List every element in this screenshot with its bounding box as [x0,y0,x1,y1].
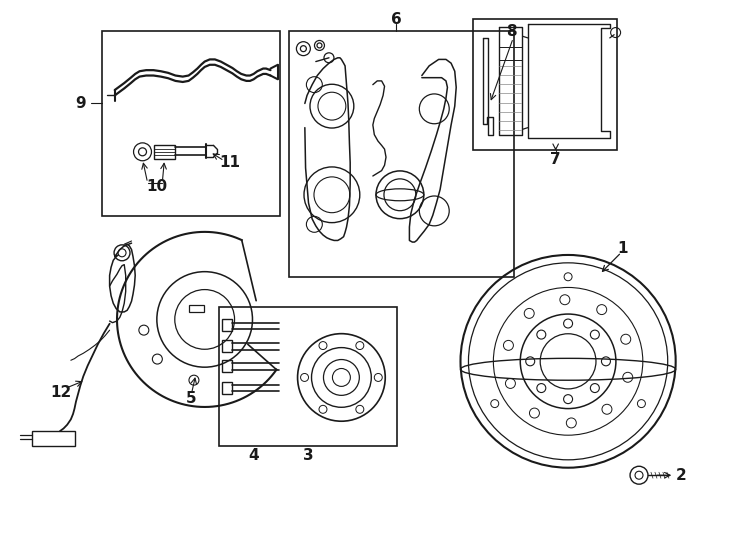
Text: 1: 1 [618,241,628,256]
Text: 3: 3 [303,448,314,463]
Text: 6: 6 [391,12,401,26]
Text: 11: 11 [219,155,240,170]
Bar [222,360,232,372]
Text: 8: 8 [506,24,517,39]
Text: 12: 12 [51,385,72,400]
Text: 9: 9 [75,96,86,111]
Bar [32,431,75,446]
Bar [154,145,175,159]
Text: 10: 10 [147,179,167,194]
Bar [189,306,204,312]
Bar [102,31,280,217]
Bar [219,307,397,446]
Bar [222,382,232,394]
Bar [473,18,617,150]
Text: 5: 5 [186,392,197,407]
Bar [222,340,232,352]
Bar [288,31,514,277]
Bar [222,320,232,331]
Text: 7: 7 [550,152,561,167]
Text: 2: 2 [676,468,687,483]
Text: 4: 4 [248,448,259,463]
